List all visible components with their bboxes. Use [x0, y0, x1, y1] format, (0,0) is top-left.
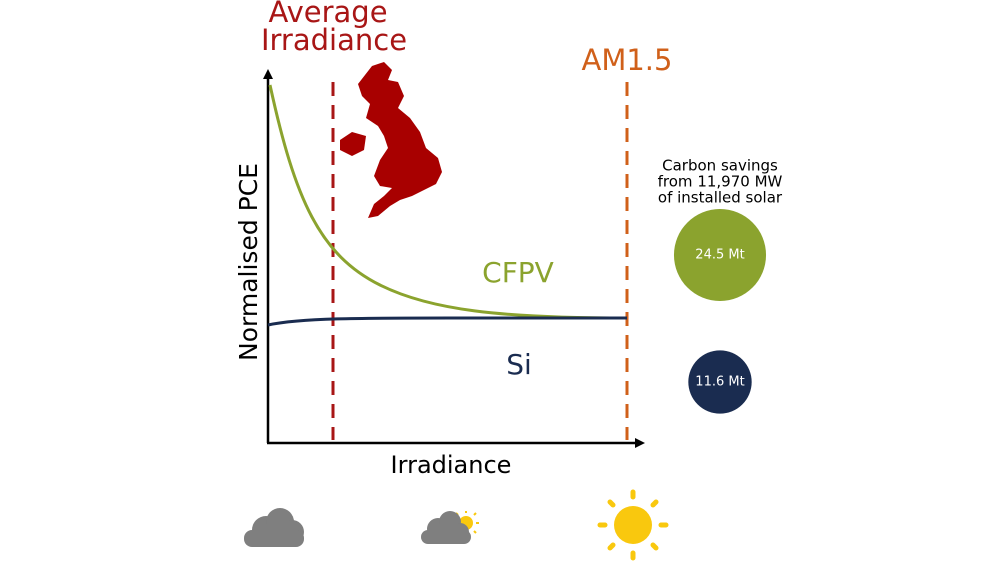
- heading-line: Irradiance: [261, 23, 407, 57]
- cfpv-curve: [268, 84, 628, 320]
- carbon-caption: from 11,970 MW: [658, 173, 783, 191]
- bubble-label: 24.5 Mt: [695, 248, 744, 263]
- cloud-sun-icon: [421, 511, 479, 544]
- uk-map: [358, 62, 442, 218]
- sun-icon: [597, 489, 669, 561]
- reference-label: AM1.5: [582, 43, 673, 77]
- si-curve: [267, 316, 627, 327]
- carbon-caption: of installed solar: [658, 189, 783, 207]
- carbon-bubble: [688, 350, 752, 414]
- x-axis-label: Irradiance: [391, 451, 512, 479]
- carbon-caption: Carbon savings: [662, 157, 778, 175]
- ireland-map: [340, 132, 366, 156]
- cfpv-label: CFPV: [482, 256, 554, 289]
- bubble-label: 11.6 Mt: [695, 375, 744, 390]
- si-label: Si: [506, 348, 532, 381]
- heading-line: Average: [268, 0, 387, 29]
- cloud-icon: [244, 508, 304, 547]
- bubbles: 24.5 Mt 11.6 Mt: [673, 208, 767, 414]
- carbon-bubble: [673, 208, 767, 302]
- y-axis-label: Normalised PCE: [234, 163, 263, 361]
